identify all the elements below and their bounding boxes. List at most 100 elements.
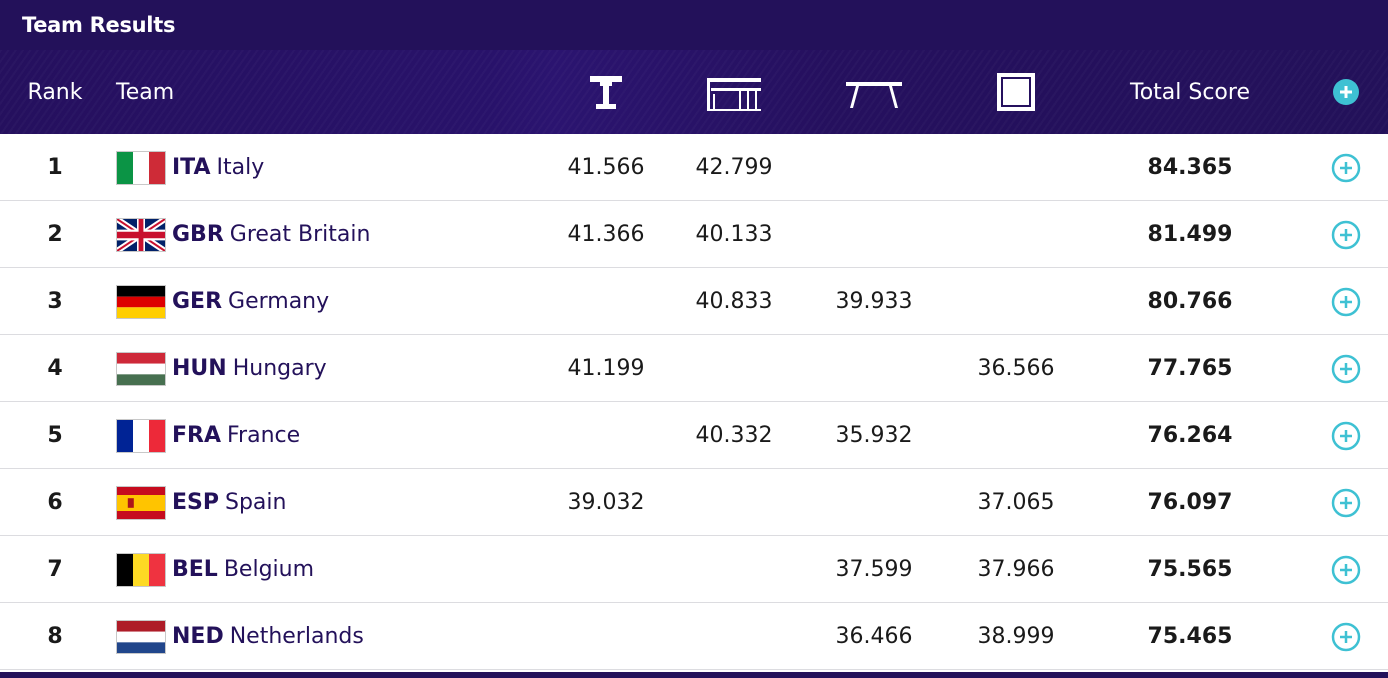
score-pommel-horse: 41.199 <box>567 356 645 381</box>
plus-circle-icon[interactable] <box>1331 488 1361 518</box>
row-expand-button[interactable] <box>1316 134 1376 201</box>
panel-title: Team Results <box>0 0 1388 50</box>
team-code: HUN <box>172 356 227 381</box>
row-expand-button[interactable] <box>1316 402 1376 469</box>
bottom-border <box>0 672 1388 678</box>
team-code: NED <box>172 624 224 649</box>
score-balance-beam: 37.599 <box>835 557 913 582</box>
score-parallel-bars: 40.332 <box>695 423 773 448</box>
row-expand-button[interactable] <box>1316 603 1376 670</box>
table-row[interactable]: 2 GBR Great Britain 41.366 40.133 81.499 <box>0 201 1388 268</box>
score-parallel-bars: 42.799 <box>695 155 773 180</box>
table-row[interactable]: 8 NED Netherlands 36.466 38.999 75.465 <box>0 603 1388 670</box>
table-row[interactable]: 7 BEL Belgium 37.599 37.966 75.565 <box>0 536 1388 603</box>
row-expand-button[interactable] <box>1316 268 1376 335</box>
score-parallel-bars: 40.833 <box>695 289 773 314</box>
team-name: France <box>227 423 301 448</box>
row-rank: 1 <box>47 155 63 180</box>
row-rank: 3 <box>47 289 63 314</box>
score-balance-beam <box>804 134 944 201</box>
spain-flag-icon <box>116 485 166 520</box>
header-expand-all[interactable] <box>1316 50 1376 134</box>
score-parallel-bars <box>664 603 804 670</box>
germany-flag-icon <box>116 284 166 319</box>
row-rank: 6 <box>47 490 63 515</box>
header-event-pommel-horse[interactable] <box>536 50 676 134</box>
row-team[interactable]: GBR Great Britain <box>116 201 536 268</box>
score-floor-exercise: 37.065 <box>977 490 1055 515</box>
total-score: 76.264 <box>1147 423 1233 448</box>
pommel-horse-icon <box>590 76 622 109</box>
row-rank: 2 <box>47 222 63 247</box>
france-flag-icon <box>116 418 166 453</box>
row-expand-button[interactable] <box>1316 536 1376 603</box>
row-team[interactable]: ESP Spain <box>116 469 536 536</box>
table-row[interactable]: 4 HUN Hungary 41.199 36.566 77.765 <box>0 335 1388 402</box>
plus-circle-icon[interactable] <box>1331 153 1361 183</box>
total-score: 75.565 <box>1147 557 1233 582</box>
score-balance-beam: 35.932 <box>835 423 913 448</box>
row-team[interactable]: HUN Hungary <box>116 335 536 402</box>
header-event-balance-beam[interactable] <box>804 50 944 134</box>
team-code: GER <box>172 289 223 314</box>
score-pommel-horse: 39.032 <box>567 490 645 515</box>
total-score: 81.499 <box>1147 222 1233 247</box>
row-team[interactable]: FRA France <box>116 402 536 469</box>
score-floor-exercise <box>946 201 1086 268</box>
total-score: 84.365 <box>1147 155 1233 180</box>
table-row[interactable]: 3 GER Germany 40.833 39.933 80.766 <box>0 268 1388 335</box>
team-name: Spain <box>225 490 287 515</box>
row-team[interactable]: ITA Italy <box>116 134 536 201</box>
floor-exercise-icon <box>997 73 1035 111</box>
score-floor-exercise: 38.999 <box>977 624 1055 649</box>
table-row[interactable]: 1 ITA Italy 41.566 42.799 84.365 <box>0 134 1388 201</box>
team-name: Italy <box>216 155 265 180</box>
team-name: Germany <box>228 289 330 314</box>
team-name: Hungary <box>232 356 327 381</box>
row-expand-button[interactable] <box>1316 469 1376 536</box>
total-score: 80.766 <box>1147 289 1233 314</box>
score-pommel-horse <box>536 268 676 335</box>
plus-circle-icon[interactable] <box>1331 622 1361 652</box>
score-floor-exercise <box>946 134 1086 201</box>
header-rank[interactable]: Rank <box>27 79 83 105</box>
header-team[interactable]: Team <box>116 79 175 105</box>
row-rank: 8 <box>47 624 63 649</box>
team-name: Belgium <box>223 557 315 582</box>
total-score: 76.097 <box>1147 490 1233 515</box>
table-row[interactable]: 6 ESP Spain 39.032 37.065 76.097 <box>0 469 1388 536</box>
plus-circle-icon[interactable] <box>1331 421 1361 451</box>
team-code: BEL <box>172 557 218 582</box>
plus-circle-icon[interactable] <box>1331 220 1361 250</box>
plus-circle-icon[interactable] <box>1331 555 1361 585</box>
score-floor-exercise: 36.566 <box>977 356 1055 381</box>
row-rank: 7 <box>47 557 63 582</box>
row-team[interactable]: GER Germany <box>116 268 536 335</box>
header-event-floor-exercise[interactable] <box>946 50 1086 134</box>
team-code: GBR <box>172 222 224 247</box>
belgium-flag-icon <box>116 552 166 587</box>
row-expand-button[interactable] <box>1316 335 1376 402</box>
score-pommel-horse <box>536 402 676 469</box>
team-name: Netherlands <box>229 624 364 649</box>
plus-circle-icon[interactable] <box>1331 77 1361 107</box>
score-balance-beam <box>804 201 944 268</box>
row-team[interactable]: NED Netherlands <box>116 603 536 670</box>
score-pommel-horse <box>536 536 676 603</box>
row-expand-button[interactable] <box>1316 201 1376 268</box>
team-code: ITA <box>172 155 211 180</box>
team-code: ESP <box>172 490 219 515</box>
plus-circle-icon[interactable] <box>1331 287 1361 317</box>
parallel-bars-icon <box>707 78 761 111</box>
table-row[interactable]: 5 FRA France 40.332 35.932 76.264 <box>0 402 1388 469</box>
plus-circle-icon[interactable] <box>1331 354 1361 384</box>
score-balance-beam: 39.933 <box>835 289 913 314</box>
score-floor-exercise: 37.966 <box>977 557 1055 582</box>
header-total-score[interactable]: Total Score <box>1130 79 1250 105</box>
header-event-parallel-bars[interactable] <box>664 50 804 134</box>
row-rank: 5 <box>47 423 63 448</box>
score-balance-beam: 36.466 <box>835 624 913 649</box>
row-team[interactable]: BEL Belgium <box>116 536 536 603</box>
team-code: FRA <box>172 423 221 448</box>
